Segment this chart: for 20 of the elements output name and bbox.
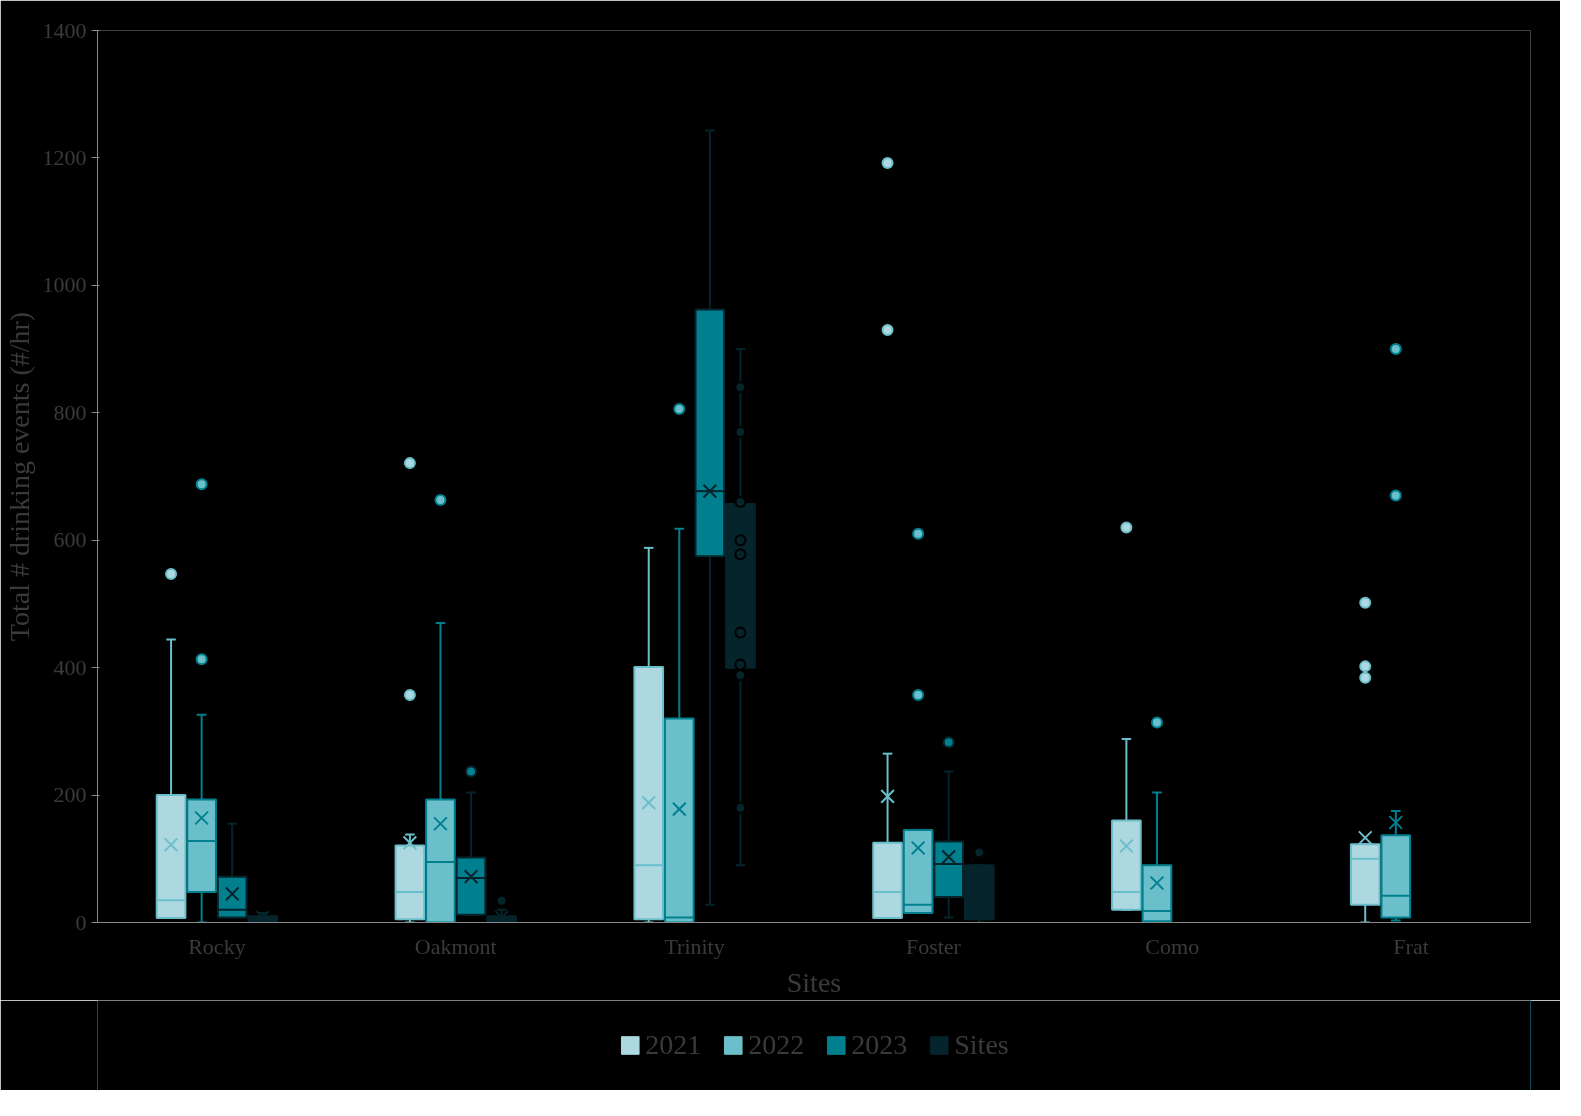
x-tick-label: Trinity — [664, 933, 725, 959]
y-tick-label: 1200 — [42, 144, 87, 170]
y-tick-label: 1000 — [42, 272, 87, 298]
legend-label: Sites — [954, 1029, 1009, 1061]
y-axis-title: Total # drinking events (#/hr) — [3, 311, 35, 642]
x-axis-title: Sites — [786, 966, 842, 998]
x-tick-label: Oakmont — [414, 933, 497, 959]
legend-label: 2021 — [645, 1029, 702, 1061]
y-tick-label: 0 — [75, 909, 87, 935]
y-tick-label: 600 — [53, 527, 87, 553]
y-tick-label: 800 — [53, 399, 87, 425]
legend-label: 2022 — [748, 1029, 805, 1061]
legend-label: 2023 — [851, 1029, 908, 1061]
y-tick-label: 200 — [53, 782, 87, 808]
x-tick-label: Como — [1145, 933, 1200, 959]
x-tick-label: Frat — [1393, 933, 1429, 959]
y-tick-label: 1400 — [42, 17, 87, 43]
x-tick-label: Rocky — [188, 933, 246, 959]
y-tick-label: 400 — [53, 654, 87, 680]
x-tick-label: Foster — [905, 933, 962, 959]
